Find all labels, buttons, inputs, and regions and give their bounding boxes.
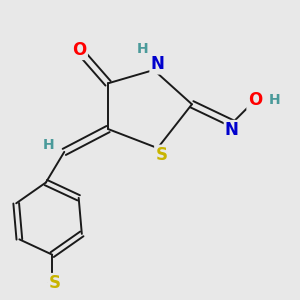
Text: S: S <box>49 274 61 292</box>
Text: H: H <box>269 94 280 107</box>
Text: H: H <box>136 42 148 56</box>
Text: H: H <box>42 138 54 152</box>
Text: S: S <box>155 146 167 164</box>
Text: N: N <box>151 55 165 73</box>
Text: O: O <box>72 41 87 59</box>
Text: N: N <box>225 121 239 139</box>
Text: O: O <box>248 92 262 110</box>
